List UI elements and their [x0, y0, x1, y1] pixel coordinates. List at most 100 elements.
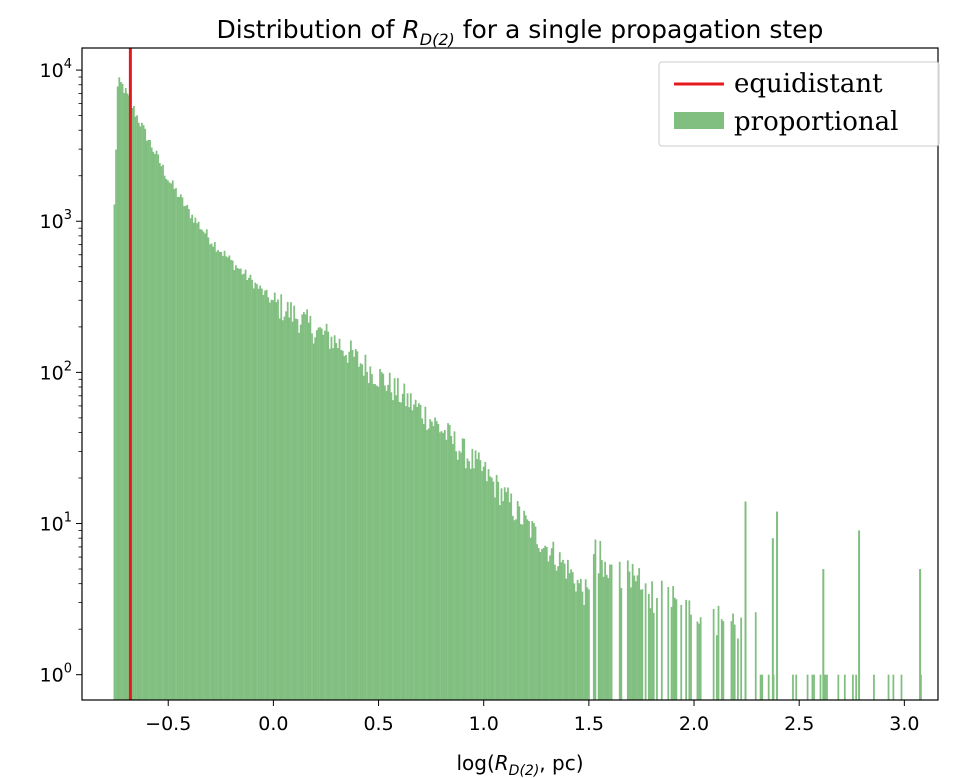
histogram-bar	[811, 674, 814, 700]
histogram-bar	[293, 305, 296, 700]
histogram-bar	[518, 506, 521, 700]
histogram-bar	[256, 284, 258, 700]
histogram-bar	[432, 425, 435, 700]
x-tick-label: 0.5	[363, 713, 393, 735]
histogram-bar	[510, 493, 513, 700]
legend-equidistant-label: equidistant	[734, 69, 883, 99]
histogram-bar	[900, 674, 903, 700]
histogram-bar	[523, 510, 526, 700]
histogram-bar	[236, 268, 239, 700]
histogram-bar	[312, 343, 315, 700]
histogram-bar	[340, 349, 343, 700]
histogram-bar	[754, 612, 757, 700]
histogram-bar	[139, 126, 142, 700]
histogram-bar	[285, 311, 287, 700]
histogram-bar	[690, 614, 692, 700]
histogram-bar	[322, 334, 325, 700]
histogram-bar	[588, 589, 590, 700]
histogram-bar	[233, 270, 236, 700]
histogram-bar	[806, 674, 809, 700]
histogram-bar	[333, 335, 336, 700]
histogram-bar	[395, 395, 398, 700]
histogram-bar	[369, 366, 372, 700]
histogram-bar	[398, 401, 401, 700]
histogram-bar	[500, 488, 503, 700]
histogram-bar	[134, 116, 137, 700]
y-tick-label: 104	[40, 57, 72, 82]
histogram-bar	[717, 605, 720, 700]
histogram-bar	[597, 573, 600, 700]
histogram-bar	[115, 149, 117, 700]
histogram-bar	[507, 487, 509, 700]
histogram-bar	[521, 524, 524, 700]
histogram-bar	[209, 244, 211, 700]
x-tick-label: 3.0	[889, 713, 919, 735]
histogram-bar	[286, 301, 289, 700]
histogram-bar	[576, 579, 579, 700]
histogram-bar	[341, 350, 344, 700]
histogram-bar	[197, 221, 200, 701]
histogram-bar	[638, 568, 641, 700]
histogram-bar	[482, 466, 485, 700]
histogram-bar	[230, 259, 232, 700]
histogram-bar	[720, 619, 723, 700]
histogram-bar	[155, 150, 158, 700]
histogram-bar	[160, 166, 163, 700]
y-tick-label: 101	[40, 511, 72, 536]
histogram-bar	[641, 589, 644, 700]
histogram-bar	[186, 204, 189, 701]
histogram-bar	[330, 336, 333, 700]
histogram-bar	[241, 274, 244, 700]
histogram-bar	[278, 318, 281, 700]
histogram-bar	[609, 564, 611, 700]
histogram-bar	[142, 125, 145, 700]
histogram-bar	[141, 122, 143, 701]
histogram-bar	[343, 356, 346, 700]
histogram-bar	[199, 229, 202, 700]
histogram-bar	[356, 351, 359, 700]
plot-area: −0.5 0.0 0.5 1.0 1.5 2.0 2.5 3.0 10010110210310…	[40, 47, 939, 735]
histogram-bar	[532, 522, 535, 700]
histogram-bar	[408, 407, 411, 700]
histogram-bar	[283, 316, 286, 700]
y-axis-ticks: 100 101 102 103 104	[40, 57, 82, 687]
histogram-bar	[792, 674, 794, 700]
histogram-bar	[168, 182, 171, 701]
histogram-bar	[610, 564, 613, 700]
histogram-bar	[170, 183, 172, 700]
histogram-bar	[217, 250, 219, 700]
histogram-bar	[456, 459, 459, 700]
histogram-bar	[131, 108, 134, 701]
histogram-bar	[573, 583, 576, 700]
histogram-bar	[252, 288, 255, 700]
histogram-bar	[382, 373, 385, 700]
histogram-bar	[205, 229, 208, 700]
histogram-bar	[594, 539, 597, 700]
histogram-bar	[607, 578, 610, 700]
histogram-bar	[121, 83, 124, 701]
histogram-bar	[732, 613, 734, 700]
histogram-bar	[427, 428, 430, 700]
histogram-bar	[132, 106, 135, 701]
histogram-bar	[744, 501, 747, 700]
histogram-bar	[473, 468, 475, 700]
histogram-bar	[673, 597, 676, 700]
histogram-bar	[887, 674, 890, 700]
histogram-bar	[759, 674, 762, 700]
histogram-bar	[722, 621, 725, 700]
histogram-bar	[220, 251, 223, 700]
histogram-bar	[194, 217, 197, 700]
histogram-bar	[552, 541, 555, 700]
histogram-bar	[455, 451, 458, 700]
histogram-bar	[524, 515, 527, 700]
histogram-bar	[304, 314, 307, 700]
histogram-bar	[231, 260, 234, 700]
histogram-bar	[660, 580, 663, 700]
histogram-bar	[379, 368, 381, 700]
histogram-bar	[461, 438, 464, 700]
histogram-bar	[733, 624, 736, 700]
histogram-bar	[345, 355, 347, 700]
histogram-bar	[447, 423, 449, 700]
histogram-bar	[372, 383, 375, 700]
histogram-bar	[443, 429, 446, 700]
